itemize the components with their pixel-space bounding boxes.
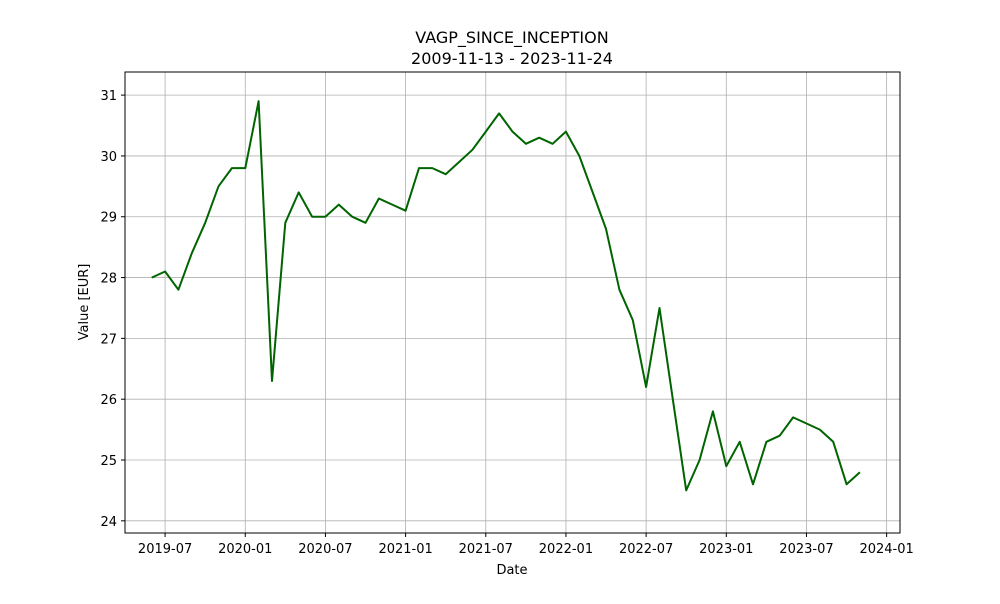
y-tick-label: 30 bbox=[100, 150, 117, 165]
y-tick-label: 27 bbox=[100, 332, 117, 347]
x-tick-label: 2021-07 bbox=[459, 542, 513, 557]
y-tick-label: 31 bbox=[100, 89, 117, 104]
y-tick-label: 24 bbox=[100, 515, 117, 530]
data-line bbox=[151, 100, 861, 492]
x-tick-label: 2021-01 bbox=[378, 542, 432, 557]
plot-frame bbox=[124, 71, 901, 534]
x-tick-label: 2019-07 bbox=[138, 542, 192, 557]
x-tick-label: 2022-01 bbox=[539, 542, 593, 557]
x-tick-label: 2020-01 bbox=[218, 542, 272, 557]
chart-subtitle: 2009-11-13 - 2023-11-24 bbox=[411, 49, 613, 68]
y-tick-label: 29 bbox=[100, 211, 117, 226]
y-tick-label: 26 bbox=[100, 393, 117, 408]
x-tick-label: 2024-01 bbox=[859, 542, 913, 557]
x-tick-label: 2023-07 bbox=[779, 542, 833, 557]
chart-title: VAGP_SINCE_INCEPTION bbox=[415, 28, 608, 48]
y-tick-label: 25 bbox=[100, 454, 117, 469]
y-tick-label: 28 bbox=[100, 272, 117, 287]
y-axis-label: Value [EUR] bbox=[77, 264, 92, 341]
x-tick-label: 2022-07 bbox=[619, 542, 673, 557]
x-axis-label: Date bbox=[496, 563, 527, 578]
x-tick-label: 2020-07 bbox=[298, 542, 352, 557]
x-tick-label: 2023-01 bbox=[699, 542, 753, 557]
